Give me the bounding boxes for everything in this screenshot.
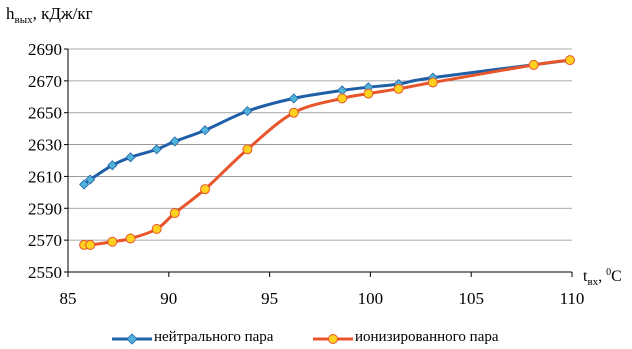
data-point	[200, 125, 211, 136]
series-0	[79, 55, 576, 190]
data-point	[242, 106, 253, 117]
series-line-0	[83, 58, 571, 186]
x-axis-label-sep: ,	[598, 268, 607, 285]
y-axis-label-sub: вых	[14, 14, 33, 26]
x-tick-label: 95	[261, 289, 278, 308]
y-tick-label: 2550	[28, 263, 62, 282]
x-tick-label: 105	[458, 289, 484, 308]
legend-swatch-ionized	[313, 334, 353, 344]
axes	[64, 48, 573, 277]
grid-lines	[68, 48, 572, 241]
x-axis-label-main: t	[583, 268, 588, 285]
data-point	[564, 55, 575, 66]
data-point	[169, 208, 180, 219]
y-tick-label: 2630	[28, 136, 62, 155]
data-point	[107, 236, 118, 247]
y-tick-labels: 2550 2570 2590 2610 2630 2650 2670 2690	[28, 40, 62, 282]
y-tick-label: 2610	[28, 167, 62, 186]
data-point	[107, 160, 118, 171]
y-axis-label-main: h	[6, 4, 15, 23]
legend-swatch-neutral	[112, 333, 152, 345]
legend: нейтрального пара ионизированного пара	[0, 329, 632, 349]
series-layer	[79, 55, 576, 250]
data-point	[337, 93, 348, 104]
data-point	[169, 136, 180, 147]
x-tick-label: 90	[160, 289, 177, 308]
y-axis-label-unit: , кДж/кг	[32, 4, 93, 23]
y-axis-label: hвых, кДж/кг	[6, 4, 93, 26]
data-point	[393, 83, 404, 94]
x-tick-label: 110	[560, 289, 585, 308]
data-point	[125, 152, 136, 163]
y-tick-label: 2570	[28, 231, 62, 250]
data-point	[427, 77, 438, 88]
data-point	[528, 59, 539, 70]
chart: 2550 2570 2590 2610 2630 2650 2670 2690 85 90 95 1…	[28, 40, 585, 308]
data-point	[151, 223, 162, 234]
data-point	[151, 144, 162, 155]
data-point	[242, 144, 253, 155]
data-point	[363, 88, 374, 99]
x-axis-label: tвх, 0C	[583, 267, 622, 288]
series-1	[79, 55, 575, 250]
data-point	[288, 107, 299, 118]
y-tick-label: 2590	[28, 199, 62, 218]
x-tick-label: 85	[60, 289, 77, 308]
x-tick-label: 100	[358, 289, 384, 308]
data-point	[79, 179, 90, 190]
legend-label-neutral: нейтрального пара	[154, 329, 274, 345]
y-tick-label: 2690	[28, 40, 62, 59]
x-tick-labels: 85 90 95 100 105 110	[60, 289, 585, 308]
data-point	[85, 174, 96, 185]
x-axis-label-unit: C	[611, 268, 622, 285]
x-axis-label-sup: 0	[606, 267, 612, 278]
data-point	[200, 184, 211, 195]
legend-label-ionized: ионизированного пара	[355, 329, 499, 345]
data-point	[85, 239, 96, 250]
y-tick-label: 2670	[28, 72, 62, 91]
data-point	[288, 93, 299, 104]
data-point	[125, 233, 136, 244]
y-tick-label: 2650	[28, 104, 62, 123]
x-axis-label-sub: вх	[587, 276, 599, 288]
